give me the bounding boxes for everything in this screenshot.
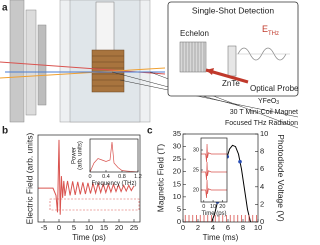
y2-tick-label: 2 [260, 199, 264, 208]
x-axis-label: Time (ps) [72, 233, 106, 242]
y-tick-label: 35 [173, 129, 181, 138]
y-axis-label: Magnetic Field (T) [155, 144, 165, 213]
sample-main: YFeO [258, 98, 277, 105]
x-axis-label: Frequency (THz) [91, 181, 136, 187]
y-tick-label: 25 [173, 154, 181, 163]
panel-label: b [2, 126, 8, 137]
y2-tick-label: 6 [260, 164, 264, 173]
sample-sub: 3 [276, 100, 279, 106]
inset-background [90, 139, 138, 172]
x-axis-label: Time (ms) [203, 233, 239, 242]
probe-label: Optical Probe [250, 84, 299, 93]
magnet-label: 30 T Mini-Coil Magnet [230, 109, 298, 116]
series-line [38, 139, 135, 215]
y-tick-label: 10 [173, 192, 181, 201]
x-tick-label: 0.4 [102, 174, 110, 180]
y-tick-label: 20 [193, 187, 199, 193]
x-tick-label: 0 [202, 204, 205, 210]
x-tick-label: 10 [254, 223, 262, 232]
x-axis-label: Time (ps) [201, 211, 226, 217]
x-tick-label: 2 [196, 223, 200, 232]
x-tick-label: 20 [115, 223, 123, 232]
plot-area [201, 143, 227, 199]
y-tick-label: 5 [177, 204, 181, 213]
field-label: ETHz [262, 24, 279, 36]
field-sub: THz [268, 31, 279, 37]
y-tick-label: 15 [173, 179, 181, 188]
detection-inset [167, 1, 299, 97]
series-line [90, 141, 138, 172]
x-tick-label: 25 [130, 223, 138, 232]
y2-tick-label: 4 [260, 182, 264, 191]
figure: a b c Single-Shot Detection Echelon ZnTe… [0, 0, 299, 242]
x-tick-label: 10 [210, 204, 216, 210]
point [238, 159, 242, 164]
x-tick-label: 20 [219, 204, 225, 210]
inset-title: Single-Shot Detection [192, 5, 274, 15]
y-tick-label: 30 [193, 147, 199, 153]
x-tick-label: 8 [241, 223, 245, 232]
y-tick-label: 0 [177, 217, 181, 226]
y2-tick-label: 10 [260, 129, 268, 138]
echelon-label: Echelon [180, 29, 209, 38]
y2-tick-label: 8 [260, 147, 264, 156]
y-axis-label: Power [72, 147, 78, 164]
y2-axis-label: Photodiode Voltage (V) [276, 134, 286, 222]
y-axis-label: (arb. units) [78, 141, 84, 170]
apparatus [0, 0, 299, 129]
plot-frame [200, 137, 228, 203]
plot-frame [37, 134, 141, 223]
y2-tick-label: 0 [260, 217, 264, 226]
x-tick-label: 5 [72, 223, 76, 232]
x-tick-label: 6 [226, 223, 230, 232]
x-tick-label: 10 [85, 223, 93, 232]
panel-label: c [147, 126, 153, 137]
x-tick-label: 0.8 [118, 174, 126, 180]
panel-label: a [2, 3, 8, 14]
series-line [183, 144, 258, 222]
y-tick-label: 30 [173, 142, 181, 151]
series-line [201, 179, 227, 199]
x-tick-label: 0 [181, 223, 185, 232]
znte-label: ZnTe [222, 79, 240, 88]
x-tick-label: -5 [41, 223, 48, 232]
y-tick-label: 25 [193, 167, 199, 173]
plot-area [90, 141, 138, 172]
y-axis-label: Electric Field (arb. units) [24, 133, 34, 225]
plot-frame [89, 138, 139, 173]
y-tick-label: 20 [173, 167, 181, 176]
plot-area [38, 139, 135, 215]
ringing-box [49, 198, 140, 211]
radiation-label: Focused THz Radiation [225, 120, 298, 127]
x-tick-label: 0 [88, 174, 91, 180]
sample-label: YFeO3 [258, 98, 279, 106]
x-tick-label: 0 [57, 223, 61, 232]
x-tick-label: 1.2 [134, 174, 142, 180]
series-line [201, 143, 227, 163]
field-main: E [262, 24, 268, 34]
x-tick-label: 15 [100, 223, 108, 232]
page: {"panel_labels": ["a", "b", "c"], "diagr… [0, 0, 300, 242]
plot-frame [182, 133, 259, 223]
x-tick-label: 4 [211, 223, 215, 232]
inset-background [201, 138, 227, 202]
series-line [201, 161, 227, 181]
